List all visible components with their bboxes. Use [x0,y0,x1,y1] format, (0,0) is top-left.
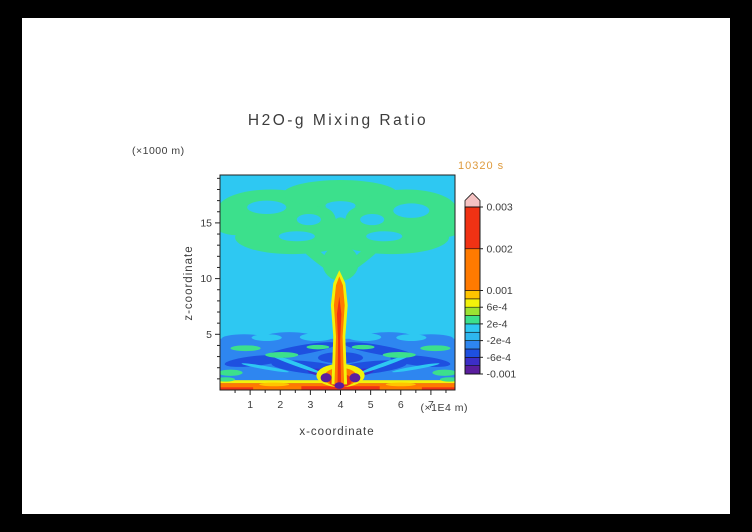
scene-ellipse [358,353,413,374]
scene-ellipse [320,373,332,383]
plot-scene [220,175,455,390]
scene-ellipse [265,352,299,358]
x-tick-label: 5 [368,399,374,411]
colorbar-band [464,315,481,325]
scene-ellipse [220,377,236,382]
scene-ellipse [330,217,351,247]
z-axis-unit-label: (×1000 m) [132,145,185,157]
colorbar-band [464,365,481,375]
x-axis-ticks: 1 2 3 4 5 6 7 [234,390,447,411]
x-tick-label: 1 [247,399,253,411]
colorbar-band [464,290,481,300]
scene-rect [421,387,455,390]
colorbar-band [464,306,481,316]
x-tick-label: 2 [277,399,283,411]
scene-ellipse [360,213,385,226]
colorbar-label: 0.002 [487,243,513,255]
scene-ellipse [385,382,416,387]
x-tick-label: 4 [338,399,344,411]
scene-polygon [336,296,342,385]
scene-ellipse [325,201,356,211]
scene-ellipse [230,345,261,352]
scene-ellipse [322,245,359,281]
time-stamp-label: 10320 s [458,160,505,172]
scene-ellipse [334,382,345,389]
colorbar-band [464,356,481,366]
scene-ellipse [396,334,427,341]
scene-ellipse [432,369,455,376]
heatmap-figure: 1 2 3 4 5 6 7 5 10 15 0.003 0.002 0.001 6e-4 2e-4 -2e-4… [200,174,517,411]
scene-ellipse [348,333,382,341]
colorbar-band [464,206,481,250]
colorbar-label: 0.003 [487,202,513,214]
colorbar-label: 2e-4 [487,318,508,330]
scene-ellipse [247,200,287,214]
colorbar-overflow-cap [464,192,481,208]
z-tick-label: 15 [200,217,212,229]
scene-ellipse [439,377,455,382]
scene-ellipse [351,344,375,350]
scene-ellipse [392,363,440,373]
colorbar-band [464,298,481,308]
colorbar-band [464,248,481,291]
scene-ellipse [296,213,321,226]
z-axis-ticks: 5 10 15 [200,177,220,380]
z-axis-title: z-coordinate [183,245,195,321]
colorbar: 0.003 0.002 0.001 6e-4 2e-4 -2e-4 -6e-4 -0.001 [464,192,517,381]
colorbar-label: 6e-4 [487,302,508,314]
scene-ellipse [251,334,282,341]
colorbar-label: -2e-4 [487,335,512,347]
plot-frame [219,174,456,391]
x-tick-label: 7 [428,399,434,411]
scene-ellipse [259,382,290,387]
colorbar-band [464,331,481,341]
colorbar-band [464,348,481,358]
z-tick-label: 5 [206,329,212,341]
z-tick-label: 10 [200,273,212,285]
scene-ellipse [393,203,430,218]
scene-ellipse [241,363,289,373]
x-tick-label: 6 [398,399,404,411]
scene-ellipse [224,355,285,367]
colorbar-label: -6e-4 [487,352,512,364]
colorbar-label: 0.001 [487,285,513,297]
colorbar-band [464,340,481,350]
colorbar-label: -0.001 [487,369,517,381]
scene-ellipse [306,344,330,350]
scene-ellipse [366,231,403,242]
chart-title: H2O-g Mixing Ratio [247,112,429,129]
scene-ellipse [268,353,323,374]
scene-ellipse [349,373,361,383]
scene-ellipse [382,352,416,358]
scene-ellipse [299,333,333,341]
scene-ellipse [278,231,315,242]
x-tick-label: 3 [307,399,313,411]
scene-rect [220,387,254,390]
colorbar-band [464,323,481,333]
x-axis-unit-label: (×1E4 m) [420,402,468,414]
plot-page: 1 2 3 4 5 6 7 5 10 15 0.003 0.002 0.001 6e-4 2e-4 -2e-4… [22,18,730,514]
x-axis-title: x-coordinate [299,426,375,438]
scene-ellipse [220,369,243,376]
scene-ellipse [420,345,451,352]
